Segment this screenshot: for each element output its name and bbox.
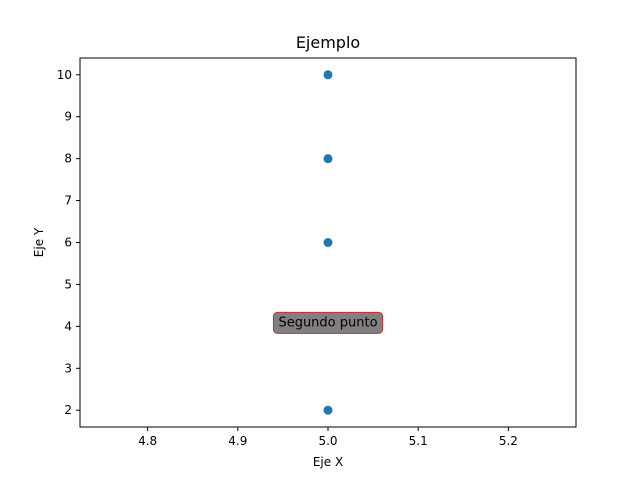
- plot-frame: [79, 57, 577, 428]
- data-point: [323, 154, 333, 164]
- x-tick-label: 5.2: [499, 434, 518, 448]
- y-tick-label: 4: [64, 319, 72, 333]
- data-point: [323, 70, 333, 80]
- x-axis-ticks: 4.8 4.9 5.0 5.1 5.2: [138, 427, 518, 448]
- y-tick-label: 10: [57, 68, 72, 82]
- chart-title: Ejemplo: [296, 33, 360, 52]
- x-tick-label: 4.9: [228, 434, 247, 448]
- annotations: Segundo punto: [272, 311, 384, 334]
- x-tick-label: 5.1: [409, 434, 428, 448]
- x-tick-label: 4.8: [138, 434, 157, 448]
- annotation: Segundo punto: [272, 311, 384, 334]
- annotation-box: [272, 311, 384, 334]
- y-tick-label: 2: [64, 403, 72, 417]
- x-tick-label: 5.0: [318, 434, 337, 448]
- y-axis-label: Eje Y: [32, 227, 46, 257]
- annotation-label: Segundo punto: [278, 315, 377, 330]
- y-tick-label: 3: [64, 361, 72, 375]
- y-tick-label: 8: [64, 152, 72, 166]
- y-axis-ticks: 2 3 4 5 6 7 8 9 10: [57, 68, 80, 417]
- y-tick-label: 9: [64, 110, 72, 124]
- y-tick-label: 5: [64, 277, 72, 291]
- data-point: [323, 238, 333, 247]
- data-point: [323, 405, 333, 415]
- y-tick-label: 6: [64, 236, 72, 250]
- x-axis-label: Eje X: [313, 455, 343, 469]
- y-tick-label: 7: [64, 194, 72, 208]
